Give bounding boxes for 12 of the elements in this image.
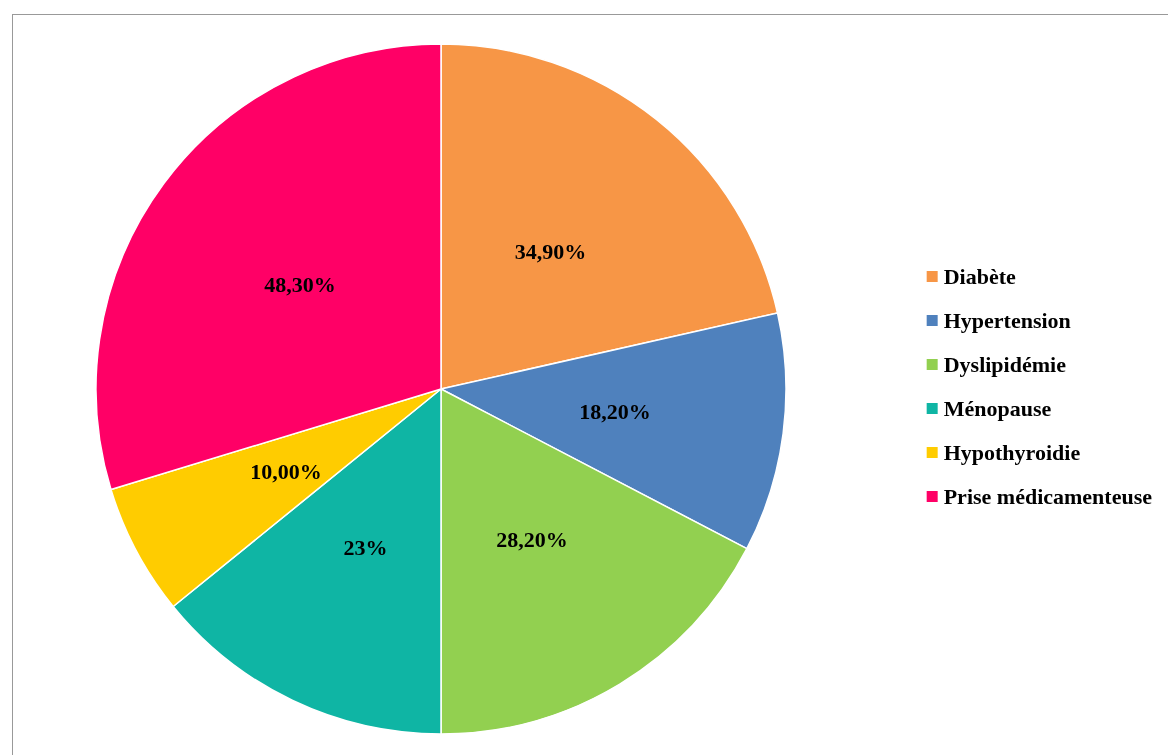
data-label: 18,20% xyxy=(579,399,651,425)
data-label: 10,00% xyxy=(250,458,322,484)
data-label: 34,90% xyxy=(514,239,587,265)
legend-label: Dyslipidémie xyxy=(943,352,1067,377)
data-label: 28,20% xyxy=(496,526,568,552)
legend-label: Hypertension xyxy=(943,308,1071,333)
data-label: 23% xyxy=(343,534,388,560)
legend-label: Hypothyroidie xyxy=(943,440,1081,465)
data-label: 48,30% xyxy=(264,272,336,298)
legend-label: Diabète xyxy=(943,264,1016,289)
legend-label: Ménopause xyxy=(943,396,1052,421)
legend-label: Prise médicamenteuse xyxy=(943,484,1153,509)
